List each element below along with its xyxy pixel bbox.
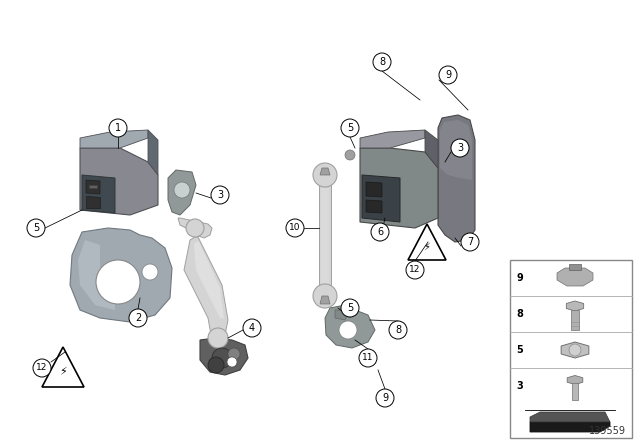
- Polygon shape: [572, 383, 578, 400]
- Text: 139559: 139559: [589, 426, 626, 436]
- Text: 9: 9: [516, 273, 524, 283]
- Circle shape: [389, 321, 407, 339]
- Circle shape: [96, 260, 140, 304]
- Circle shape: [341, 119, 359, 137]
- Polygon shape: [360, 130, 425, 148]
- Polygon shape: [320, 168, 330, 175]
- Polygon shape: [80, 130, 148, 148]
- Text: 2: 2: [135, 313, 141, 323]
- Circle shape: [212, 348, 232, 368]
- Circle shape: [33, 359, 51, 377]
- Circle shape: [313, 284, 337, 308]
- Circle shape: [359, 349, 377, 367]
- Polygon shape: [80, 148, 158, 215]
- Polygon shape: [168, 170, 196, 215]
- Circle shape: [451, 139, 469, 157]
- Polygon shape: [86, 180, 100, 194]
- Circle shape: [208, 357, 224, 373]
- Polygon shape: [557, 268, 593, 286]
- Circle shape: [208, 328, 228, 348]
- Polygon shape: [184, 237, 228, 342]
- Polygon shape: [325, 306, 375, 348]
- Polygon shape: [567, 375, 583, 384]
- Circle shape: [439, 66, 457, 84]
- Circle shape: [243, 319, 261, 337]
- Polygon shape: [362, 175, 400, 222]
- Text: 12: 12: [410, 266, 420, 275]
- FancyBboxPatch shape: [510, 260, 632, 438]
- Text: 9: 9: [382, 393, 388, 403]
- Text: 5: 5: [516, 345, 524, 355]
- Polygon shape: [425, 130, 438, 168]
- Polygon shape: [561, 342, 589, 358]
- Polygon shape: [360, 148, 438, 228]
- Circle shape: [569, 344, 581, 356]
- Polygon shape: [89, 185, 97, 188]
- Polygon shape: [335, 310, 350, 320]
- Text: 8: 8: [516, 309, 524, 319]
- Circle shape: [376, 389, 394, 407]
- Polygon shape: [571, 310, 579, 330]
- Polygon shape: [200, 338, 248, 375]
- Circle shape: [186, 219, 204, 237]
- Circle shape: [228, 348, 240, 360]
- Polygon shape: [194, 242, 224, 318]
- Polygon shape: [320, 296, 330, 304]
- Polygon shape: [530, 412, 610, 422]
- Polygon shape: [86, 196, 100, 208]
- Polygon shape: [178, 218, 212, 238]
- Polygon shape: [569, 264, 581, 270]
- Circle shape: [211, 186, 229, 204]
- Text: 9: 9: [445, 70, 451, 80]
- Text: 8: 8: [395, 325, 401, 335]
- Text: 3: 3: [457, 143, 463, 153]
- Circle shape: [313, 163, 337, 187]
- Polygon shape: [42, 347, 84, 387]
- Circle shape: [109, 119, 127, 137]
- Polygon shape: [530, 422, 610, 432]
- Text: 5: 5: [33, 223, 39, 233]
- Text: 1: 1: [115, 123, 121, 133]
- Polygon shape: [366, 182, 382, 197]
- Polygon shape: [82, 175, 115, 213]
- Text: ⚡: ⚡: [424, 242, 431, 252]
- Text: 11: 11: [362, 353, 374, 362]
- Polygon shape: [321, 188, 329, 288]
- Circle shape: [406, 261, 424, 279]
- Text: ⚡: ⚡: [59, 367, 67, 377]
- Polygon shape: [148, 130, 158, 175]
- Polygon shape: [70, 228, 172, 322]
- Polygon shape: [408, 224, 446, 260]
- Text: 5: 5: [347, 123, 353, 133]
- Text: 3: 3: [516, 381, 524, 391]
- Text: 10: 10: [289, 224, 301, 233]
- Circle shape: [286, 219, 304, 237]
- Text: 3: 3: [217, 190, 223, 200]
- Text: 4: 4: [249, 323, 255, 333]
- Circle shape: [227, 357, 237, 367]
- Circle shape: [339, 321, 357, 339]
- Polygon shape: [366, 200, 382, 213]
- Text: 8: 8: [379, 57, 385, 67]
- Polygon shape: [566, 301, 584, 311]
- Text: 6: 6: [377, 227, 383, 237]
- Polygon shape: [319, 185, 331, 290]
- Circle shape: [341, 299, 359, 317]
- Circle shape: [371, 223, 389, 241]
- Circle shape: [174, 182, 190, 198]
- Circle shape: [142, 264, 158, 280]
- Text: 5: 5: [347, 303, 353, 313]
- Text: 7: 7: [467, 237, 473, 247]
- Circle shape: [345, 150, 355, 160]
- Polygon shape: [440, 120, 472, 180]
- Circle shape: [129, 309, 147, 327]
- Circle shape: [27, 219, 45, 237]
- Circle shape: [373, 53, 391, 71]
- Circle shape: [461, 233, 479, 251]
- Polygon shape: [438, 115, 475, 242]
- Text: 12: 12: [36, 363, 48, 372]
- Polygon shape: [78, 240, 115, 310]
